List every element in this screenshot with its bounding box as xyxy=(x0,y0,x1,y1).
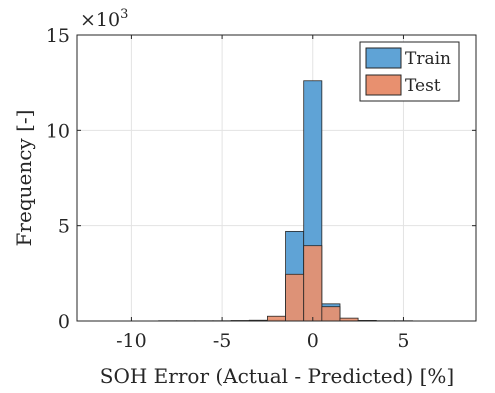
y-axis-title: Frequency [-] xyxy=(12,110,36,247)
y-tick-label-2: 10 xyxy=(46,120,70,142)
bar-test-12 xyxy=(303,245,323,322)
x-tick-label-0: -10 xyxy=(116,330,147,352)
legend-label-test: Test xyxy=(405,76,441,96)
legend: Train Test xyxy=(359,41,460,102)
x-axis-title: SOH Error (Actual - Predicted) [%] xyxy=(100,364,454,388)
x-tick-label-3: 5 xyxy=(397,330,409,352)
y-tick-label-3: 15 xyxy=(46,25,70,47)
x-tick-label-2: 0 xyxy=(307,330,319,352)
y-multiplier-label: ×103 xyxy=(80,7,128,31)
bar-test-13 xyxy=(321,306,341,322)
y-multiplier-exponent: 3 xyxy=(120,7,128,22)
legend-swatch-train xyxy=(365,47,402,69)
plot-frame xyxy=(76,34,477,322)
axis-ticks: -10 -5 0 5 0 5 10 15 xyxy=(46,25,476,352)
legend-swatch-test xyxy=(365,74,402,96)
y-multiplier-base: ×10 xyxy=(80,9,120,31)
y-tick-label-0: 0 xyxy=(58,311,70,333)
bar-test-10 xyxy=(267,315,286,322)
bar-test-11 xyxy=(285,273,305,322)
y-tick-label-1: 5 xyxy=(58,216,70,238)
x-tick-label-1: -5 xyxy=(213,330,232,352)
legend-label-train: Train xyxy=(405,49,451,69)
